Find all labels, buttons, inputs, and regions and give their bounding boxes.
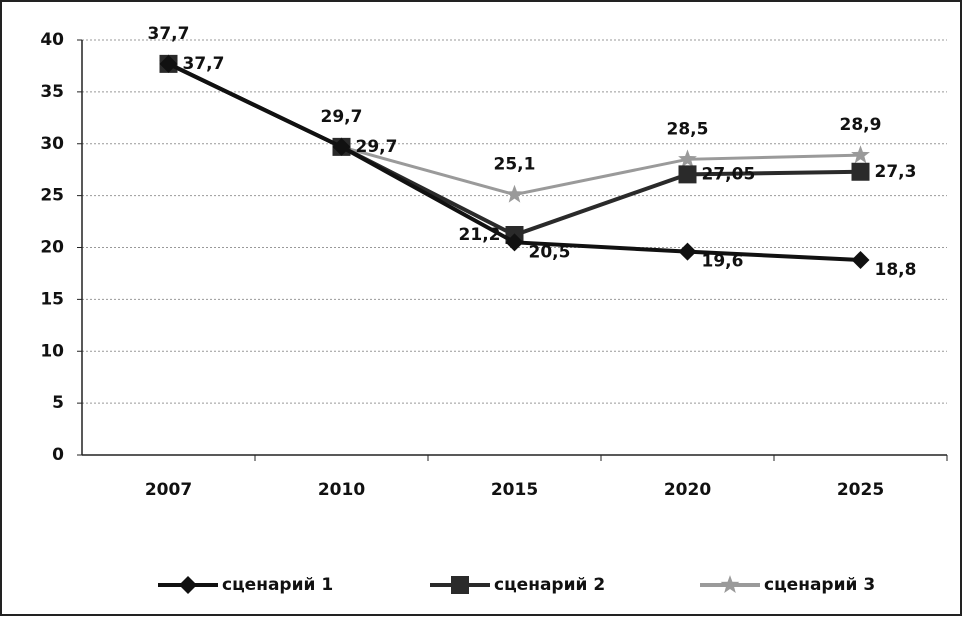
data-label: 28,9 bbox=[840, 115, 882, 135]
y-tick-label: 25 bbox=[40, 186, 64, 206]
marker bbox=[851, 162, 870, 181]
marker bbox=[720, 575, 740, 593]
data-label: 25,1 bbox=[494, 155, 536, 175]
y-tick-label: 30 bbox=[40, 134, 64, 154]
legend-item: сценарий 1 bbox=[158, 575, 333, 595]
x-tick-label: 2010 bbox=[318, 480, 365, 500]
data-label: 37,7 bbox=[148, 24, 190, 44]
data-label: 29,7 bbox=[356, 137, 398, 157]
y-tick-label: 10 bbox=[40, 341, 64, 361]
legend-label: сценарий 3 bbox=[764, 575, 875, 595]
legend-label: сценарий 2 bbox=[494, 575, 605, 595]
marker bbox=[678, 165, 697, 184]
x-tick-label: 2007 bbox=[145, 480, 192, 500]
marker bbox=[678, 149, 697, 168]
marker bbox=[851, 250, 870, 269]
data-label: 18,8 bbox=[875, 260, 917, 280]
y-tick-label: 5 bbox=[52, 393, 64, 413]
y-tick-label: 0 bbox=[52, 445, 64, 465]
data-label: 29,7 bbox=[321, 107, 363, 127]
y-tick-label: 40 bbox=[40, 30, 64, 50]
data-label: 28,5 bbox=[667, 119, 709, 139]
data-label: 27,3 bbox=[875, 162, 917, 182]
legend-label: сценарий 1 bbox=[222, 575, 333, 595]
marker bbox=[451, 576, 469, 594]
x-tick-label: 2020 bbox=[664, 480, 711, 500]
x-tick-label: 2015 bbox=[491, 480, 538, 500]
data-label: 21,2 bbox=[459, 225, 501, 245]
data-label: 20,5 bbox=[529, 242, 571, 262]
marker bbox=[678, 242, 697, 261]
marker bbox=[851, 145, 870, 164]
marker bbox=[505, 233, 524, 252]
y-tick-label: 15 bbox=[40, 289, 64, 309]
data-label: 19,6 bbox=[702, 252, 744, 272]
data-label: 37,7 bbox=[183, 54, 225, 74]
legend-item: сценарий 2 bbox=[430, 575, 605, 595]
x-tick-label: 2025 bbox=[837, 480, 884, 500]
legend-item: сценарий 3 bbox=[700, 575, 875, 595]
marker bbox=[505, 184, 524, 203]
marker bbox=[179, 576, 197, 594]
marker bbox=[332, 137, 351, 156]
y-tick-label: 20 bbox=[40, 238, 64, 258]
marker bbox=[159, 54, 178, 73]
data-label: 27,05 bbox=[702, 164, 756, 184]
y-tick-label: 35 bbox=[40, 82, 64, 102]
